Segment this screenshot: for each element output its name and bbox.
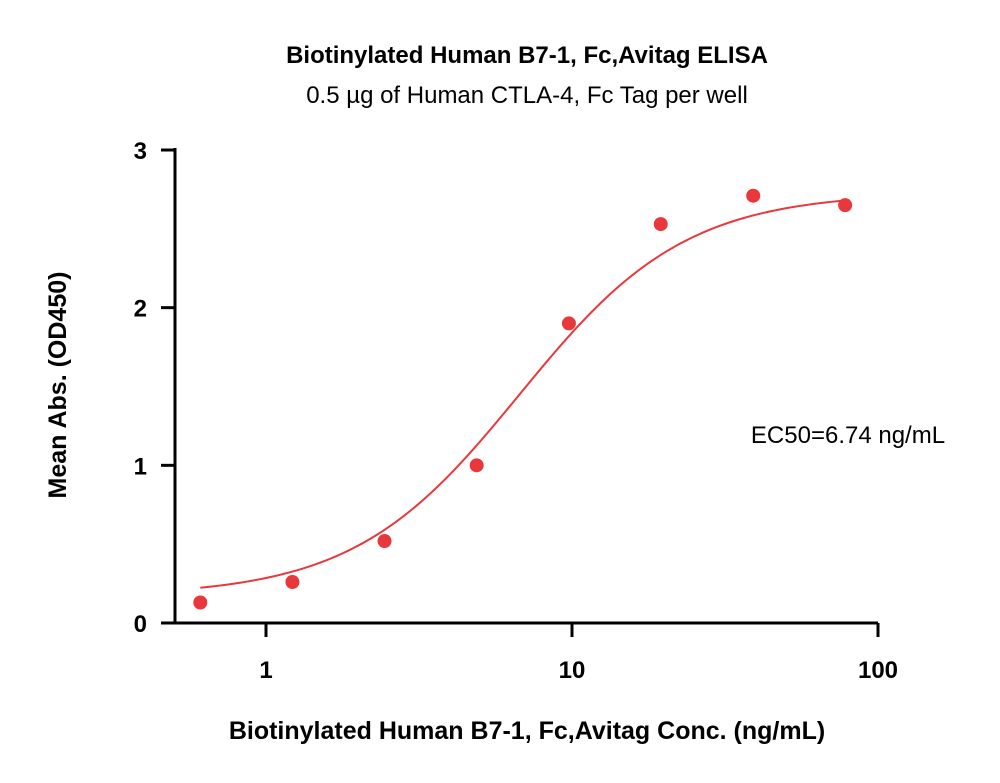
ec50-annotation: EC50=6.74 ng/mL (751, 422, 945, 449)
data-point (193, 595, 208, 610)
data-point (561, 316, 576, 331)
data-point (838, 198, 853, 213)
ticks: 0 1 2 3 1 10 100 (134, 138, 898, 684)
y-axis-label: Mean Abs. (OD450) (44, 272, 72, 499)
y-tick-label: 3 (134, 138, 147, 165)
data-point (469, 458, 484, 473)
data-point (653, 217, 668, 232)
data-point (746, 188, 761, 203)
y-tick-label: 0 (134, 611, 147, 638)
axes (173, 148, 878, 625)
y-tick-label: 2 (134, 296, 147, 323)
fit-curve (200, 199, 846, 589)
x-tick-label: 1 (259, 657, 272, 684)
data-point (377, 534, 392, 549)
data-point (285, 575, 300, 590)
x-axis-label: Biotinylated Human B7-1, Fc,Avitag Conc.… (229, 717, 825, 745)
x-tick-label: 100 (858, 657, 898, 684)
x-tick-label: 10 (559, 657, 586, 684)
chart-title: Biotinylated Human B7-1, Fc,Avitag ELISA (286, 42, 768, 69)
chart-subtitle: 0.5 µg of Human CTLA-4, Fc Tag per well (306, 82, 748, 109)
data-points (193, 188, 853, 610)
y-tick-label: 1 (134, 453, 147, 480)
